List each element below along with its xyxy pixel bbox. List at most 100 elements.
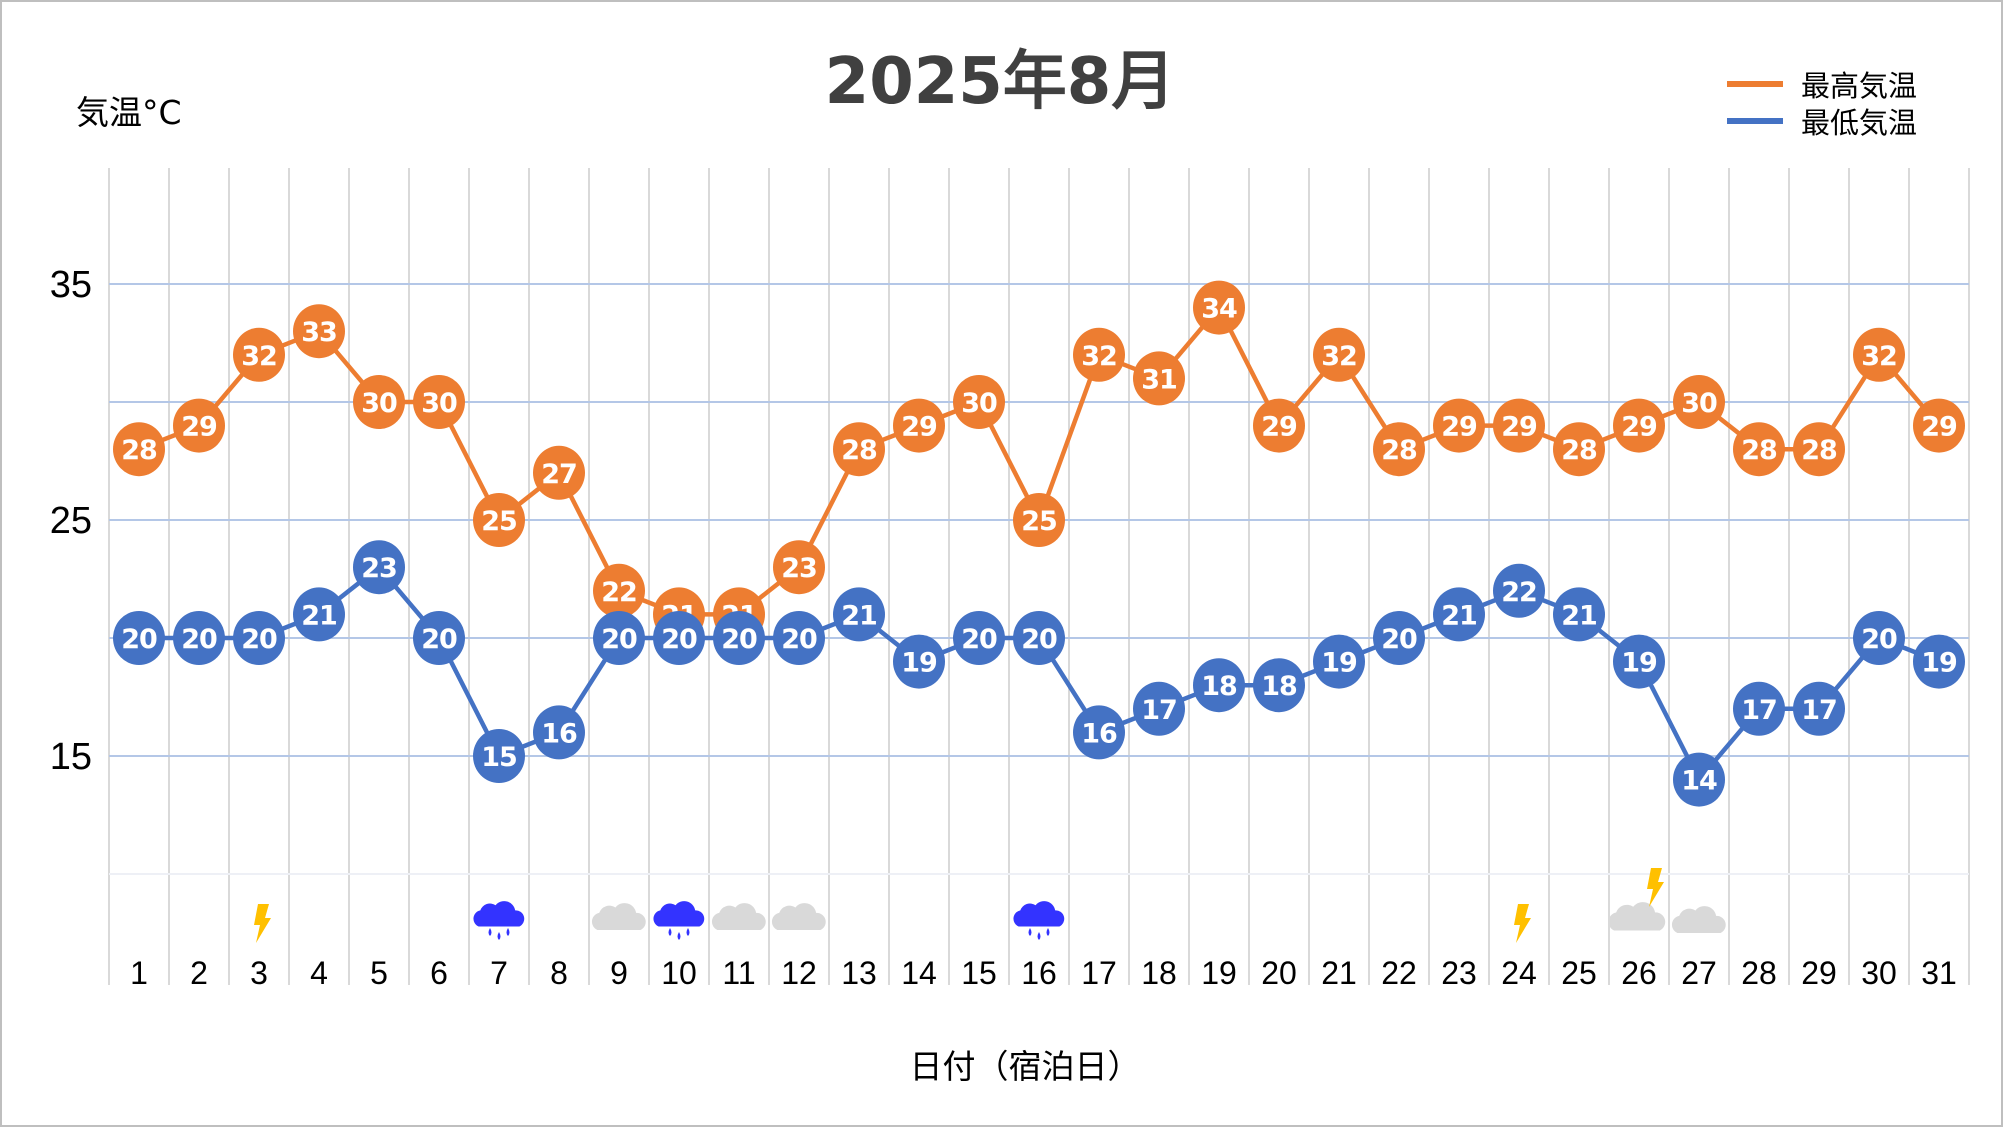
data-point-min[interactable]: 20 [953,611,1005,665]
data-point-max[interactable]: 29 [1913,398,1965,453]
data-point-max[interactable]: 28 [1793,422,1845,477]
data-point-min[interactable]: 21 [1553,587,1605,642]
data-point-max[interactable]: 25 [473,493,525,547]
data-label: 29 [1501,412,1537,443]
data-label: 20 [181,624,217,655]
data-marker [653,611,705,665]
data-marker [1133,681,1185,736]
data-marker [1433,587,1485,642]
data-point-max[interactable]: 27 [533,445,585,500]
data-label: 23 [361,553,397,584]
data-point-max[interactable]: 29 [173,398,225,453]
x-tick-label: 5 [370,955,388,991]
data-point-min[interactable]: 17 [1793,681,1845,736]
data-point-min[interactable]: 20 [593,611,645,665]
data-point-max[interactable]: 28 [1553,422,1605,477]
data-point-min[interactable]: 22 [1493,563,1545,618]
rain-drop [506,928,510,936]
rain-drop [1046,928,1050,936]
data-marker [293,587,345,642]
data-point-min[interactable]: 19 [1913,634,1965,689]
data-point-min[interactable]: 20 [653,611,705,665]
data-point-max[interactable]: 29 [1253,398,1305,453]
data-point-min[interactable]: 19 [1313,634,1365,689]
data-point-min[interactable]: 17 [1133,681,1185,736]
data-point-min[interactable]: 16 [533,705,585,760]
data-point-max[interactable]: 28 [1373,422,1425,477]
data-marker [1433,398,1485,453]
data-point-max[interactable]: 30 [353,375,405,429]
data-marker [1493,398,1545,453]
data-point-max[interactable]: 30 [953,375,1005,429]
data-marker [1613,634,1665,689]
x-tick-label: 25 [1561,955,1597,991]
data-marker [1673,375,1725,429]
data-marker [1913,634,1965,689]
data-point-min[interactable]: 21 [833,587,885,642]
data-point-min[interactable]: 20 [1853,611,1905,665]
data-label: 20 [721,624,757,655]
data-marker [833,422,885,477]
cloud-icon [711,903,766,930]
data-point-min[interactable]: 20 [1013,611,1065,665]
data-point-max[interactable]: 29 [1433,398,1485,453]
data-point-max[interactable]: 32 [1853,327,1905,382]
data-label: 21 [1561,600,1597,631]
data-point-max[interactable]: 33 [293,304,345,359]
data-point-min[interactable]: 20 [413,611,465,665]
y-axis-title: 気温°C [76,93,182,132]
data-point-min[interactable]: 15 [473,729,525,783]
data-label: 20 [1381,624,1417,655]
legend-item-max[interactable]: 最高気温 [1727,69,1917,103]
data-point-min[interactable]: 21 [1433,587,1485,642]
data-label: 28 [1741,435,1777,466]
data-point-min[interactable]: 23 [353,540,405,595]
data-point-min[interactable]: 18 [1193,658,1245,713]
x-tick-label: 6 [430,955,448,991]
data-point-max[interactable]: 23 [773,540,825,595]
legend-item-min[interactable]: 最低気温 [1727,106,1917,140]
data-point-min[interactable]: 20 [113,611,165,665]
data-label: 32 [241,341,277,372]
data-point-min[interactable]: 20 [773,611,825,665]
data-marker [1553,587,1605,642]
data-point-max[interactable]: 28 [113,422,165,477]
data-marker [1733,422,1785,477]
data-point-min[interactable]: 17 [1733,681,1785,736]
data-point-min[interactable]: 16 [1073,705,1125,760]
data-marker [1553,422,1605,477]
data-point-max[interactable]: 32 [1073,327,1125,382]
x-tick-label: 29 [1801,955,1837,991]
data-point-min[interactable]: 14 [1673,752,1725,807]
data-marker [1673,752,1725,807]
data-point-min[interactable]: 19 [1613,634,1665,689]
data-point-max[interactable]: 32 [233,327,285,382]
data-point-max[interactable]: 29 [1613,398,1665,453]
data-marker [1733,681,1785,736]
data-point-max[interactable]: 30 [413,375,465,429]
rain-icon [473,901,525,940]
data-point-max[interactable]: 30 [1673,375,1725,429]
data-point-max[interactable]: 29 [1493,398,1545,453]
data-point-min[interactable]: 18 [1253,658,1305,713]
cloud-icon [591,903,646,930]
data-point-min[interactable]: 21 [293,587,345,642]
data-point-max[interactable]: 22 [593,563,645,618]
data-point-max[interactable]: 34 [1193,280,1245,335]
data-point-max[interactable]: 25 [1013,493,1065,547]
data-label: 20 [121,624,157,655]
data-point-min[interactable]: 20 [1373,611,1425,665]
data-point-min[interactable]: 19 [893,634,945,689]
data-point-min[interactable]: 20 [233,611,285,665]
data-point-max[interactable]: 29 [893,398,945,453]
data-point-min[interactable]: 20 [713,611,765,665]
data-point-max[interactable]: 28 [833,422,885,477]
data-point-max[interactable]: 28 [1733,422,1785,477]
data-label: 14 [1681,766,1717,797]
data-point-max[interactable]: 32 [1313,327,1365,382]
data-point-max[interactable]: 31 [1133,351,1185,406]
cloud-shape [473,901,525,927]
bolt-shape [1647,868,1664,907]
x-tick-label: 7 [490,955,508,991]
data-point-min[interactable]: 20 [173,611,225,665]
